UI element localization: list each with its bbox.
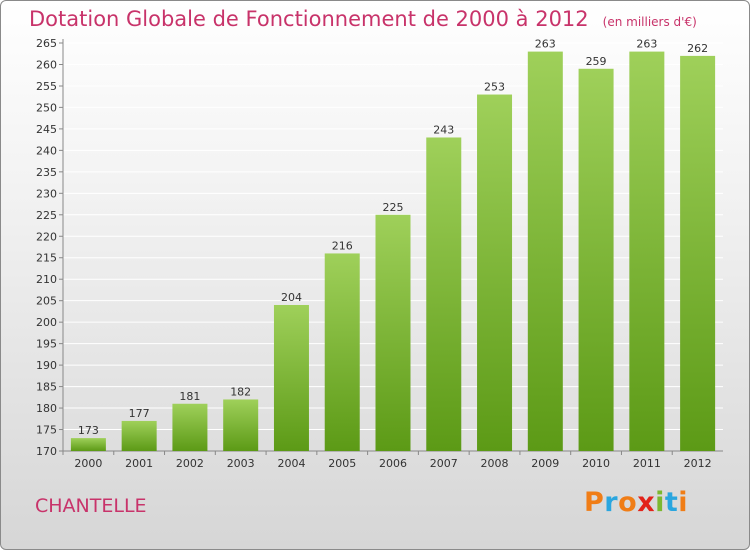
y-tick-label: 190 [36,359,57,372]
y-tick-label: 210 [36,273,57,286]
value-label: 225 [383,201,404,214]
x-tick-label: 2002 [176,457,204,470]
value-label: 173 [78,424,99,437]
logo-letter: t [664,487,679,518]
y-tick-label: 230 [36,187,57,200]
value-label: 182 [230,385,251,398]
x-tick-label: 2004 [277,457,305,470]
y-tick-label: 255 [36,80,57,93]
y-tick-label: 240 [36,144,57,157]
bar [223,399,259,451]
y-tick-label: 170 [36,445,57,458]
bar [324,253,360,451]
y-tick-label: 250 [36,101,57,114]
value-label: 216 [332,239,353,252]
bar [375,214,411,451]
bar [578,68,614,451]
y-tick-label: 175 [36,424,57,437]
x-tick-label: 2005 [328,457,356,470]
y-tick-label: 185 [36,381,57,394]
x-tick-label: 2007 [430,457,458,470]
x-tick-label: 2010 [582,457,610,470]
bar [273,304,309,451]
logo-letter: i [655,487,665,518]
bar [70,438,106,451]
y-tick-label: 225 [36,209,57,222]
chart-title-text: Dotation Globale de Fonctionnement de 20… [29,7,589,31]
bar [172,403,208,451]
x-tick-label: 2009 [531,457,559,470]
x-tick-label: 2001 [125,457,153,470]
y-tick-label: 195 [36,338,57,351]
chart-unit: (en milliers d'€) [602,15,697,29]
y-tick-label: 265 [36,37,57,50]
y-tick-label: 245 [36,123,57,136]
bar [629,51,665,451]
bar [680,55,716,451]
logo-letter: r [604,487,619,518]
value-label: 259 [586,55,607,68]
x-tick-label: 2008 [481,457,509,470]
value-label: 177 [129,407,150,420]
y-tick-label: 215 [36,252,57,265]
bar [121,420,157,451]
value-label: 263 [636,38,657,51]
y-tick-label: 220 [36,230,57,243]
y-tick-label: 200 [36,316,57,329]
commune-name: CHANTELLE [35,495,147,517]
value-label: 263 [535,38,556,51]
value-label: 253 [484,81,505,94]
y-tick-label: 260 [36,58,57,71]
x-tick-label: 2003 [227,457,255,470]
bar [477,94,513,452]
logo-letter: x [637,487,656,518]
value-label: 243 [433,123,454,136]
bar [426,137,462,452]
x-tick-label: 2012 [684,457,712,470]
value-label: 204 [281,291,302,304]
y-tick-label: 235 [36,166,57,179]
bar [527,51,563,451]
chart-title: Dotation Globale de Fonctionnement de 20… [29,7,697,31]
logo-letter: o [618,487,638,518]
logo-letter: P [584,487,605,518]
x-tick-label: 2011 [633,457,661,470]
y-tick-label: 180 [36,402,57,415]
x-tick-label: 2006 [379,457,407,470]
logo-letter: i [678,487,689,518]
proxiti-logo[interactable]: Proxiti [584,487,688,518]
x-tick-label: 2000 [74,457,102,470]
y-tick-label: 205 [36,295,57,308]
value-label: 181 [179,390,200,403]
value-label: 262 [687,42,708,55]
